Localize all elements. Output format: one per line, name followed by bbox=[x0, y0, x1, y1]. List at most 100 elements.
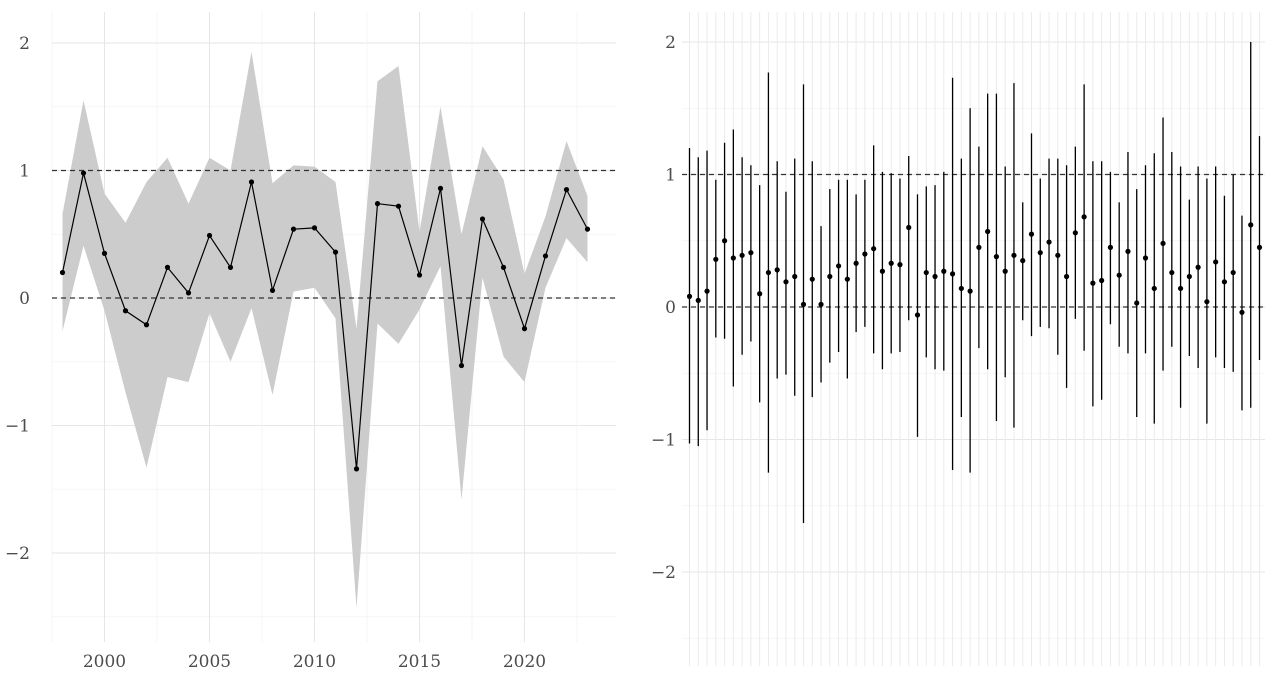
data-point bbox=[1142, 255, 1149, 261]
y-tick-label: −2 bbox=[651, 563, 676, 583]
data-point bbox=[395, 203, 402, 209]
data-point bbox=[976, 244, 982, 250]
data-point bbox=[164, 264, 171, 270]
data-point bbox=[800, 301, 807, 307]
data-point bbox=[993, 254, 1000, 260]
data-point bbox=[765, 269, 772, 276]
data-point bbox=[1195, 264, 1201, 270]
data-point bbox=[949, 271, 956, 277]
data-point bbox=[923, 269, 929, 276]
data-point bbox=[416, 272, 423, 278]
series-line bbox=[61, 172, 589, 469]
grid bbox=[682, 12, 1265, 666]
data-point bbox=[1256, 244, 1263, 250]
data-point bbox=[1221, 279, 1228, 285]
data-point bbox=[774, 267, 780, 273]
data-point bbox=[792, 273, 798, 280]
y-tick-label: −1 bbox=[651, 431, 676, 451]
data-point bbox=[185, 290, 192, 296]
data-point bbox=[783, 279, 789, 285]
data-point bbox=[1063, 273, 1070, 280]
right-panel: 2 1 0 −1 −2 bbox=[651, 12, 1265, 666]
data-point bbox=[227, 264, 234, 270]
data-point bbox=[844, 276, 850, 282]
data-point bbox=[1186, 273, 1192, 280]
data-point bbox=[1177, 285, 1184, 292]
data-point bbox=[521, 326, 528, 332]
data-point bbox=[871, 246, 877, 252]
data-point bbox=[1230, 269, 1236, 276]
data-point bbox=[932, 273, 938, 280]
data-point bbox=[704, 288, 710, 294]
data-point bbox=[1239, 309, 1245, 315]
data-point bbox=[1107, 244, 1114, 250]
data-point bbox=[1169, 269, 1175, 276]
confidence-ribbon bbox=[62, 51, 588, 608]
data-point bbox=[827, 273, 833, 280]
left-panel: 2 1 0 −1 −2 2000 2005 2010 2015 2020 bbox=[5, 12, 616, 672]
data-point bbox=[941, 268, 947, 274]
y-tick-label: −1 bbox=[5, 417, 30, 437]
data-point bbox=[809, 276, 815, 282]
data-point bbox=[967, 288, 973, 294]
data-point bbox=[1072, 230, 1078, 236]
x-tick-label: 2015 bbox=[398, 652, 441, 672]
data-point bbox=[1037, 250, 1043, 256]
data-point bbox=[730, 255, 736, 261]
y-tick-label: 1 bbox=[19, 162, 30, 182]
y-tick-label: 2 bbox=[19, 34, 30, 54]
data-point bbox=[290, 226, 297, 232]
data-point bbox=[269, 287, 276, 293]
y-tick-label: 1 bbox=[665, 166, 676, 186]
data-point bbox=[695, 297, 701, 303]
data-point bbox=[914, 312, 921, 318]
data-point bbox=[1116, 272, 1122, 278]
data-point bbox=[1248, 222, 1254, 228]
data-point bbox=[500, 264, 507, 270]
data-point bbox=[143, 322, 150, 328]
data-point bbox=[1046, 239, 1052, 245]
data-point bbox=[748, 250, 754, 256]
data-point bbox=[1204, 299, 1210, 305]
data-point bbox=[897, 262, 903, 268]
data-point bbox=[353, 466, 360, 472]
data-point bbox=[1099, 277, 1105, 284]
data-point bbox=[686, 293, 693, 299]
x-tick-label: 2000 bbox=[83, 652, 126, 672]
y-tick-label: 0 bbox=[19, 289, 30, 309]
data-point bbox=[835, 263, 842, 269]
data-point bbox=[853, 260, 859, 266]
data-point bbox=[818, 301, 824, 307]
data-point bbox=[1134, 300, 1140, 306]
data-point bbox=[1002, 268, 1008, 274]
y-tick-label: 2 bbox=[665, 33, 676, 53]
x-tick-label: 2010 bbox=[293, 652, 336, 672]
x-tick-label: 2020 bbox=[503, 652, 546, 672]
data-point bbox=[739, 252, 745, 258]
data-point bbox=[1125, 248, 1131, 254]
data-point bbox=[206, 232, 213, 239]
data-point bbox=[1160, 240, 1166, 246]
data-point bbox=[958, 285, 964, 292]
data-point bbox=[1081, 214, 1087, 220]
data-point bbox=[713, 256, 719, 262]
data-point bbox=[1055, 252, 1061, 258]
data-point bbox=[985, 228, 991, 235]
data-point bbox=[862, 251, 868, 257]
data-point bbox=[1090, 280, 1096, 286]
data-point bbox=[721, 238, 728, 244]
y-tick-label: 0 bbox=[665, 298, 676, 318]
data-point bbox=[906, 224, 912, 231]
data-point bbox=[311, 225, 318, 231]
data-point bbox=[879, 268, 886, 274]
data-point bbox=[1020, 258, 1026, 264]
data-point bbox=[1028, 231, 1035, 237]
y-tick-label: −2 bbox=[5, 544, 30, 564]
data-point bbox=[374, 201, 381, 207]
data-point bbox=[479, 216, 486, 222]
data-point bbox=[59, 269, 66, 276]
data-point bbox=[542, 253, 549, 259]
data-point bbox=[458, 362, 465, 369]
data-point bbox=[332, 249, 339, 255]
data-point bbox=[888, 260, 894, 266]
